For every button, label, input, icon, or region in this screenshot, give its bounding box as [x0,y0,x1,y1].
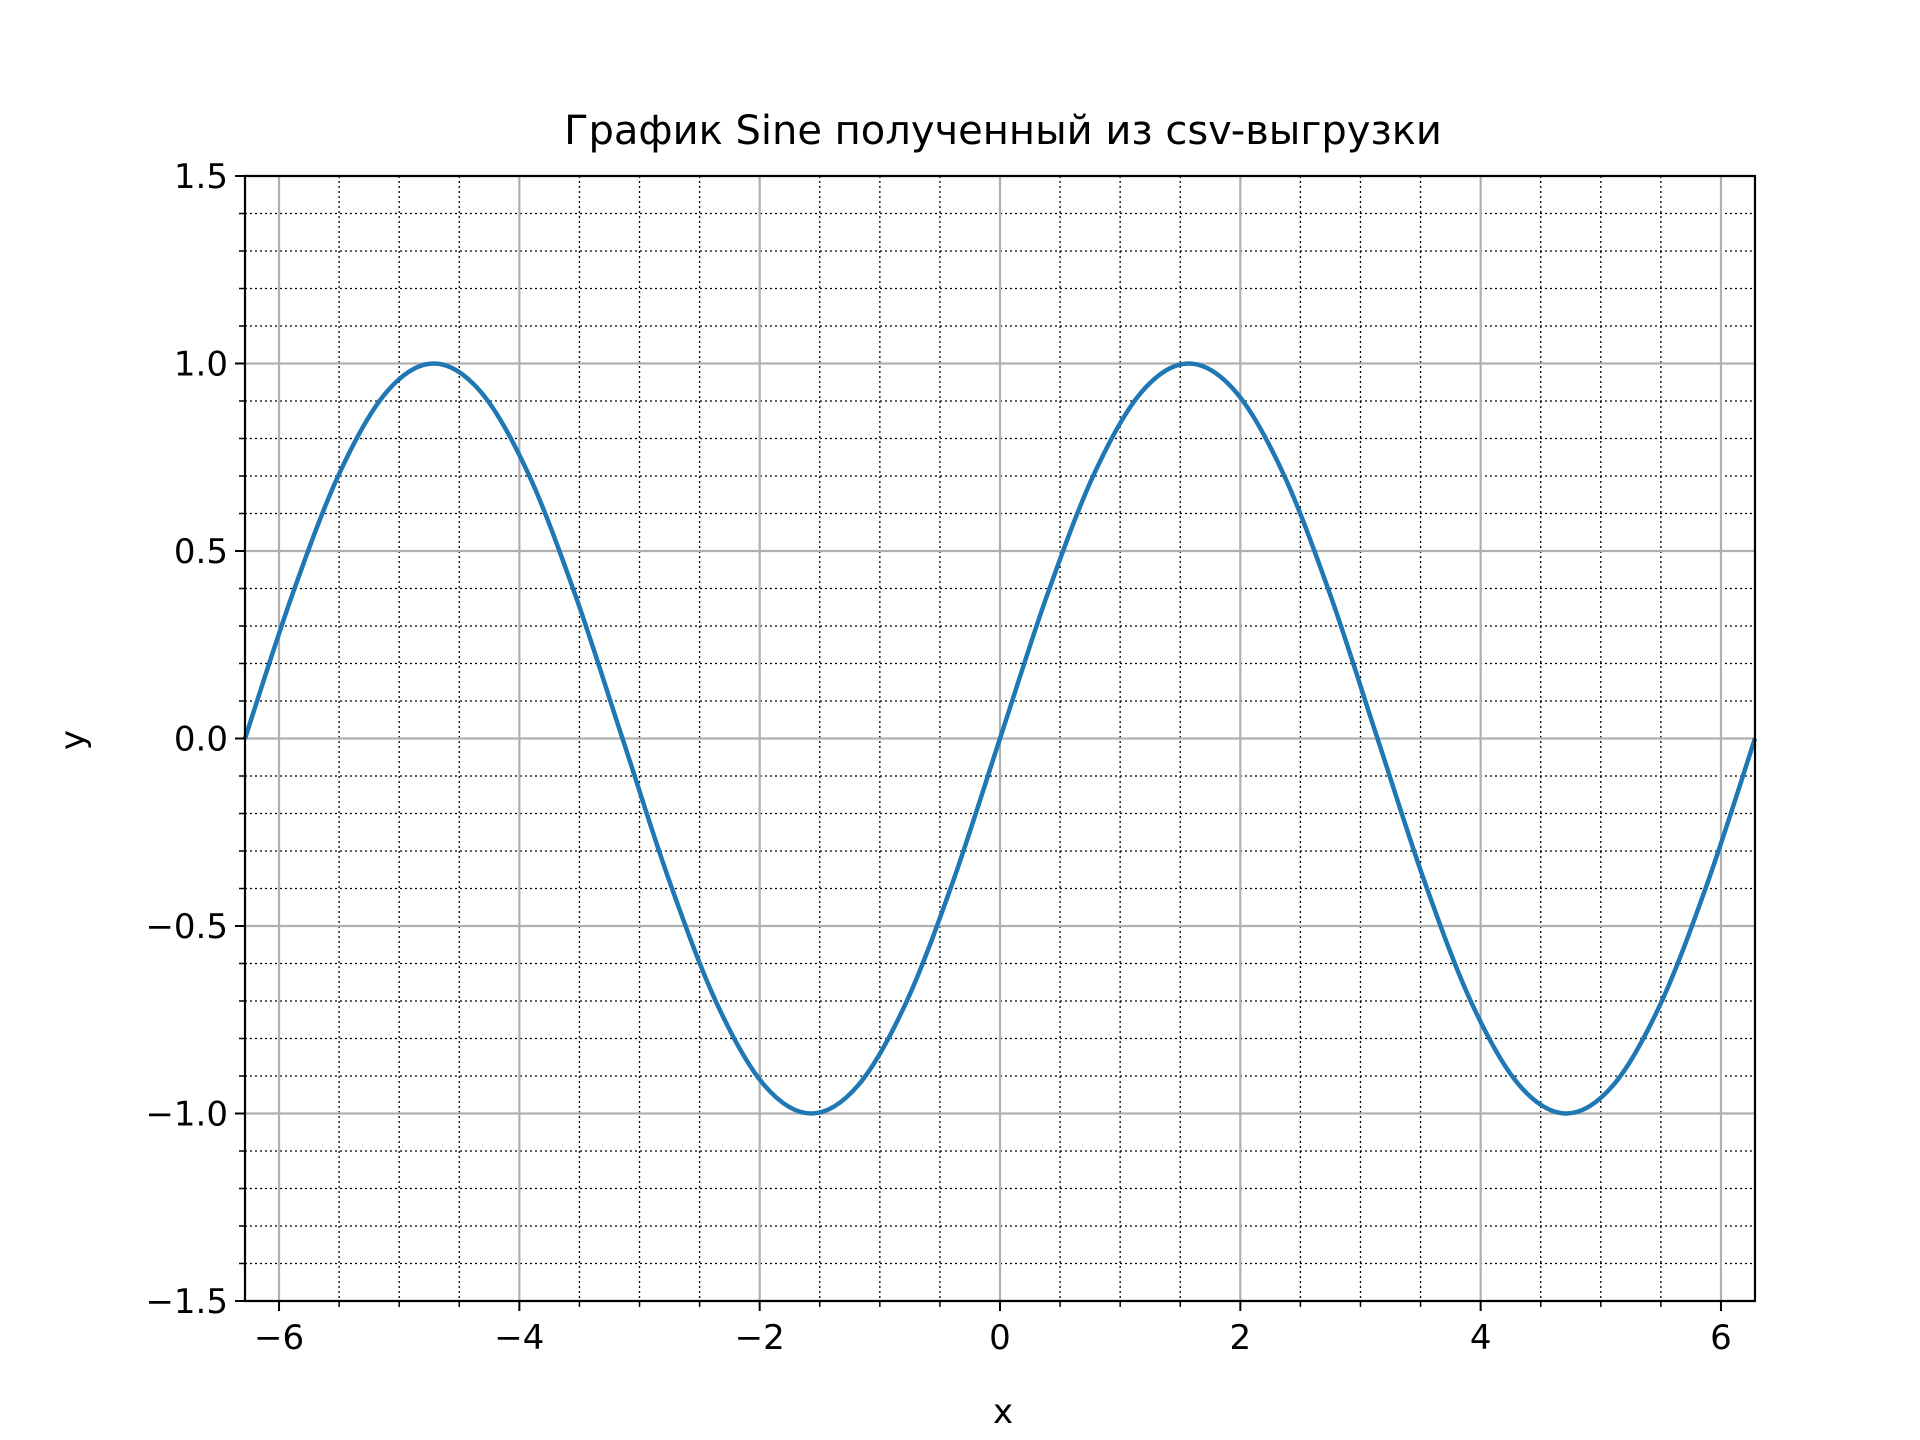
x-tick-label: 0 [989,1318,1011,1358]
x-tick-label: −2 [735,1318,785,1358]
x-axis-label: x [993,1392,1013,1432]
y-tick-label: −0.5 [145,907,228,947]
x-tick-label: −4 [494,1318,544,1358]
x-tick-label: 4 [1470,1318,1492,1358]
y-tick-label: 1.5 [174,157,228,197]
series-layer [242,361,1758,1116]
chart-title: График Sine полученный из csv-выгрузки [564,108,1442,154]
y-tick-label: 0.5 [174,532,228,572]
x-tick-label: 2 [1230,1318,1252,1358]
y-tick-label: −1.0 [145,1095,228,1135]
y-tick-label: 0.0 [174,720,228,760]
x-axis-ticks: −6 −4 −2 0 2 4 6 [254,1301,1732,1358]
y-tick-label: −1.5 [145,1282,228,1322]
x-tick-label: −6 [254,1318,304,1358]
y-tick-label: 1.0 [174,345,228,385]
y-axis-label: y [53,730,93,750]
x-tick-label: 6 [1710,1318,1732,1358]
sine-series-line [242,361,1758,1116]
y-axis-ticks: −1.5 −1.0 −0.5 0.0 0.5 1.0 1.5 [145,157,245,1322]
